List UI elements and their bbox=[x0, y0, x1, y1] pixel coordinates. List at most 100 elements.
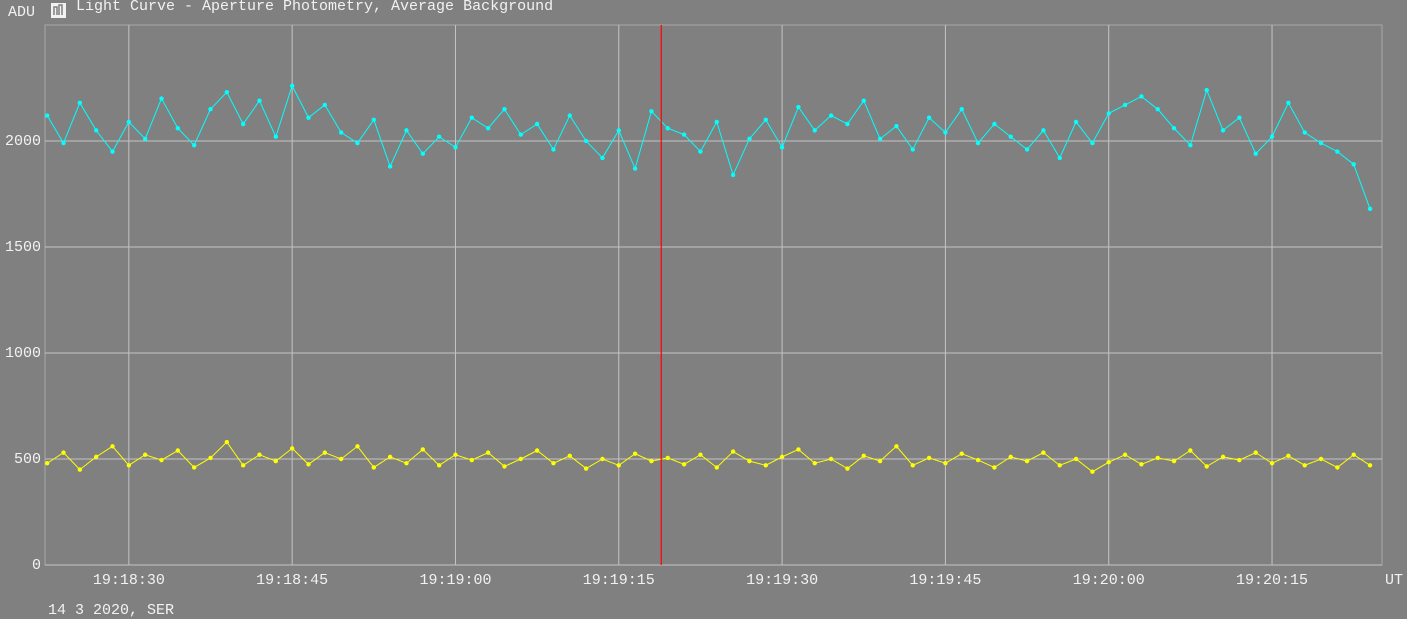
data-point bbox=[1253, 450, 1258, 455]
data-point bbox=[191, 143, 197, 148]
data-point bbox=[665, 126, 670, 131]
data-point bbox=[404, 128, 409, 133]
data-point bbox=[616, 463, 621, 468]
data-point bbox=[845, 121, 850, 127]
data-point bbox=[175, 126, 181, 131]
data-point bbox=[240, 463, 246, 468]
data-point bbox=[926, 455, 932, 461]
data-point bbox=[142, 452, 148, 457]
data-point bbox=[1122, 452, 1128, 457]
y-tick-label: 1000 bbox=[5, 345, 41, 362]
data-point bbox=[681, 462, 687, 467]
data-point bbox=[894, 123, 899, 129]
y-tick-label: 2000 bbox=[5, 133, 41, 150]
data-point bbox=[698, 149, 703, 154]
data-point bbox=[1139, 462, 1144, 467]
data-point bbox=[485, 450, 491, 455]
data-point bbox=[1302, 130, 1307, 135]
data-point bbox=[1155, 106, 1160, 112]
data-point bbox=[61, 140, 66, 146]
data-point bbox=[93, 454, 99, 460]
series-line bbox=[46, 84, 1371, 209]
y-tick-label: 500 bbox=[14, 451, 41, 468]
data-point bbox=[306, 462, 311, 467]
icon bbox=[51, 3, 66, 18]
data-point bbox=[1237, 457, 1242, 463]
data-point bbox=[567, 453, 572, 459]
data-point bbox=[208, 455, 213, 461]
data-point bbox=[126, 463, 132, 468]
data-point bbox=[159, 457, 164, 463]
data-point bbox=[1220, 454, 1226, 460]
data-point bbox=[616, 128, 621, 133]
data-point bbox=[583, 466, 589, 471]
data-point bbox=[77, 100, 83, 106]
data-point bbox=[420, 151, 426, 156]
y-axis-label: ADU bbox=[8, 4, 35, 21]
data-point bbox=[1351, 452, 1356, 457]
x-axis-unit: UT bbox=[1385, 572, 1403, 589]
data-point bbox=[763, 463, 768, 468]
data-point bbox=[943, 130, 948, 135]
data-point bbox=[1106, 111, 1111, 116]
x-tick-label: 19:18:45 bbox=[256, 572, 328, 589]
data-point bbox=[1008, 454, 1013, 460]
data-point bbox=[1286, 453, 1291, 459]
data-point bbox=[1155, 455, 1160, 461]
x-tick-label: 19:19:30 bbox=[746, 572, 818, 589]
data-point bbox=[273, 458, 279, 464]
data-point bbox=[338, 130, 344, 135]
data-point bbox=[1171, 126, 1177, 131]
data-point bbox=[698, 452, 703, 457]
data-point bbox=[371, 117, 377, 122]
data-point bbox=[583, 138, 589, 144]
data-point bbox=[289, 446, 295, 451]
data-point bbox=[306, 115, 311, 120]
data-point bbox=[208, 106, 213, 112]
data-point bbox=[142, 136, 148, 142]
data-point bbox=[861, 98, 866, 103]
data-point bbox=[1188, 448, 1193, 453]
data-point bbox=[649, 458, 654, 464]
data-point bbox=[1024, 458, 1030, 464]
data-point bbox=[387, 164, 393, 169]
data-point bbox=[61, 450, 66, 455]
data-point bbox=[877, 458, 883, 464]
data-point bbox=[1335, 149, 1340, 154]
data-point bbox=[975, 457, 981, 463]
data-point bbox=[796, 447, 801, 452]
data-point bbox=[600, 456, 605, 462]
data-point bbox=[1318, 456, 1324, 462]
data-point bbox=[534, 121, 540, 127]
data-point bbox=[959, 451, 964, 456]
data-point bbox=[502, 464, 507, 469]
data-point bbox=[1286, 100, 1291, 106]
data-point bbox=[273, 134, 279, 139]
data-point bbox=[1041, 450, 1046, 455]
x-tick-label: 19:20:00 bbox=[1073, 572, 1145, 589]
data-point bbox=[1057, 155, 1062, 161]
data-point bbox=[453, 452, 458, 457]
data-point bbox=[681, 132, 687, 137]
data-point bbox=[1171, 458, 1177, 464]
data-point bbox=[1237, 115, 1242, 120]
data-point bbox=[175, 448, 181, 453]
data-point bbox=[338, 456, 344, 462]
data-point bbox=[355, 140, 360, 146]
x-tick-label: 19:19:00 bbox=[419, 572, 491, 589]
data-point bbox=[1008, 134, 1013, 139]
data-point bbox=[747, 458, 752, 464]
data-point bbox=[44, 113, 50, 118]
data-point bbox=[845, 466, 850, 471]
y-tick-label: 1500 bbox=[5, 239, 41, 256]
data-point bbox=[1188, 143, 1193, 148]
data-point bbox=[877, 136, 883, 142]
data-point bbox=[632, 451, 638, 456]
data-point bbox=[1073, 119, 1079, 125]
footer: 14 3 2020, SER bbox=[48, 602, 174, 619]
data-point bbox=[502, 106, 507, 112]
data-point bbox=[534, 448, 540, 453]
data-point bbox=[730, 172, 736, 178]
